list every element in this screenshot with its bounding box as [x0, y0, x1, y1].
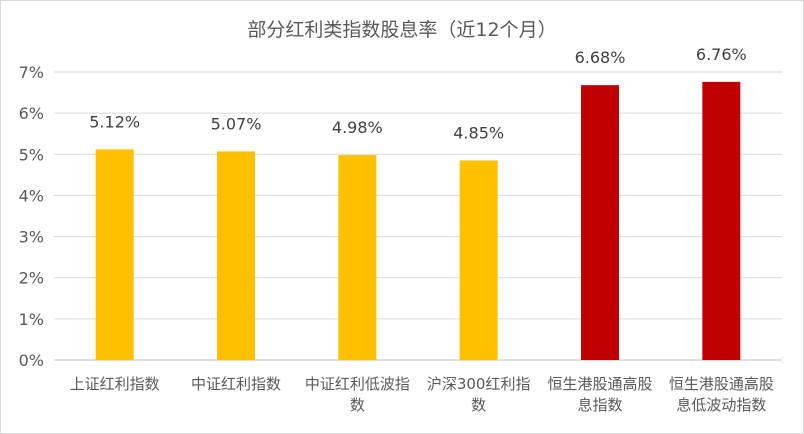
- data-labels: 5.12% 5.07% 4.98% 4.85% 6.68% 6.76%: [89, 45, 746, 143]
- category-label: 恒生港股通高股: [547, 375, 652, 393]
- category-label: 中证红利低波指: [305, 375, 410, 393]
- bar: [95, 149, 134, 360]
- chart-title: 部分红利类指数股息率（近12个月）: [247, 19, 556, 41]
- y-tick-label: 3%: [19, 228, 44, 247]
- bar: [459, 160, 498, 360]
- category-label: 上证红利指数: [70, 375, 160, 393]
- category-label: 数: [350, 396, 365, 414]
- category-label: 息指数: [577, 396, 622, 414]
- bar: [702, 81, 741, 361]
- bar: [217, 151, 255, 360]
- x-axis-categories: 上证红利指数 中证红利指数 中证红利低波指数沪深300红利指数恒生港股通高股息指数恒…: [70, 375, 774, 414]
- gridlines: [54, 71, 782, 361]
- category-label: 恒生港股通高股: [669, 375, 774, 393]
- bar: [581, 85, 619, 360]
- y-tick-label: 4%: [19, 186, 44, 205]
- data-label: 4.98%: [332, 118, 383, 137]
- bars: [95, 81, 741, 361]
- y-axis-ticks: 0% 1% 2% 3% 4% 5% 6% 7%: [19, 63, 44, 370]
- category-label: 中证红利指数: [191, 375, 281, 393]
- category-label: 息低波动指数: [676, 396, 766, 414]
- y-tick-label: 1%: [19, 310, 44, 329]
- y-tick-label: 7%: [19, 63, 44, 82]
- data-label: 4.85%: [453, 123, 504, 142]
- data-label: 6.68%: [575, 48, 626, 67]
- bar: [338, 155, 377, 360]
- data-label: 5.07%: [211, 114, 262, 133]
- data-label: 5.12%: [89, 112, 140, 131]
- category-label: 数: [471, 396, 486, 414]
- y-tick-label: 0%: [19, 351, 44, 370]
- data-label: 6.76%: [696, 45, 747, 64]
- y-tick-label: 2%: [19, 269, 44, 288]
- y-tick-label: 6%: [19, 104, 44, 123]
- y-tick-label: 5%: [19, 145, 44, 164]
- category-label: 沪深300红利指: [427, 375, 531, 393]
